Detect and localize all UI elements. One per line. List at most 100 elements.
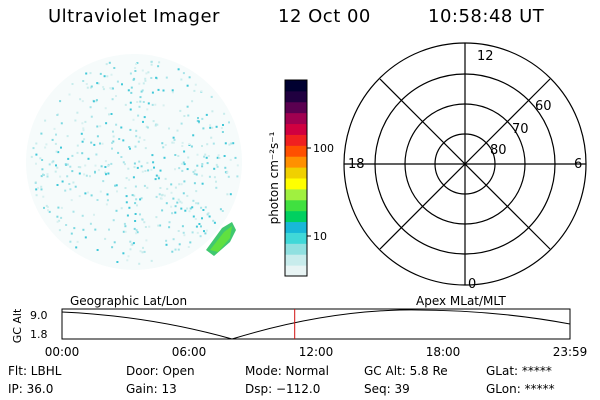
image-speckle — [59, 175, 62, 178]
image-speckle — [60, 122, 63, 125]
image-speckle — [143, 221, 146, 224]
image-speckle — [143, 184, 146, 187]
image-speckle — [155, 216, 158, 219]
image-speckle — [178, 183, 181, 186]
image-speckle — [176, 129, 179, 132]
image-speckle — [130, 86, 133, 89]
mlt-label-12: 12 — [477, 49, 494, 64]
image-speckle — [59, 100, 62, 103]
image-speckle — [66, 135, 69, 138]
image-speckle — [143, 250, 146, 253]
image-speckle — [87, 157, 90, 160]
image-speckle — [76, 111, 79, 114]
image-speckle — [113, 241, 116, 244]
image-speckle — [83, 138, 86, 141]
image-speckle — [40, 185, 43, 188]
image-speckle — [86, 86, 89, 89]
image-speckle — [107, 164, 110, 167]
image-speckle — [82, 228, 85, 231]
image-speckle — [84, 164, 87, 167]
image-speckle — [183, 115, 186, 117]
image-speckle — [138, 105, 141, 108]
image-speckle — [142, 246, 144, 249]
image-speckle — [203, 230, 205, 233]
image-speckle — [90, 85, 93, 88]
image-speckle — [129, 72, 132, 75]
timeline-x-tick-label: 00:00 — [45, 345, 80, 359]
image-speckle — [188, 143, 191, 146]
image-speckle — [172, 238, 175, 241]
image-speckle — [182, 231, 185, 234]
color-bar-segment — [285, 221, 307, 233]
image-speckle — [143, 116, 146, 119]
image-speckle — [96, 135, 99, 138]
image-speckle — [127, 89, 130, 92]
image-speckle — [142, 82, 145, 85]
image-speckle — [124, 230, 127, 233]
image-speckle — [136, 204, 138, 207]
image-speckle — [107, 172, 110, 175]
image-speckle — [205, 229, 208, 232]
image-speckle — [44, 119, 47, 122]
image-speckle — [122, 230, 125, 233]
image-speckle — [158, 61, 161, 64]
image-speckle — [122, 161, 125, 164]
image-speckle — [76, 151, 79, 154]
lat-label-70: 70 — [512, 122, 529, 137]
image-speckle — [165, 76, 168, 79]
image-speckle — [40, 132, 43, 135]
image-speckle — [124, 103, 127, 106]
image-speckle — [138, 262, 141, 265]
image-speckle — [223, 112, 226, 115]
image-speckle — [187, 246, 190, 248]
image-speckle — [93, 143, 96, 146]
image-speckle — [174, 211, 177, 214]
image-speckle — [81, 140, 84, 143]
image-speckle — [201, 163, 204, 165]
image-speckle — [141, 218, 144, 221]
image-speckle — [213, 221, 216, 224]
image-speckle — [68, 93, 71, 96]
image-speckle — [89, 222, 92, 225]
image-speckle — [102, 180, 105, 183]
image-speckle — [135, 135, 138, 138]
image-speckle — [192, 170, 195, 173]
image-speckle — [193, 89, 196, 92]
image-speckle — [105, 122, 108, 125]
image-speckle — [56, 220, 59, 223]
image-speckle — [212, 219, 215, 222]
image-speckle — [54, 142, 57, 145]
image-speckle — [134, 185, 137, 188]
image-speckle — [90, 141, 93, 144]
image-speckle — [216, 156, 219, 159]
image-speckle — [189, 241, 192, 244]
image-speckle — [174, 154, 177, 156]
image-speckle — [138, 82, 141, 85]
image-speckle — [197, 120, 200, 123]
image-speckle — [179, 200, 182, 203]
image-speckle — [184, 209, 187, 212]
image-speckle — [219, 208, 222, 211]
image-speckle — [74, 185, 77, 188]
image-speckle — [94, 228, 97, 231]
image-speckle — [68, 183, 71, 185]
image-speckle — [72, 210, 75, 213]
image-speckle — [110, 73, 113, 76]
image-speckle — [41, 159, 44, 161]
image-speckle — [58, 219, 61, 222]
image-speckle — [176, 201, 179, 204]
image-speckle — [194, 83, 197, 86]
image-speckle — [216, 165, 219, 168]
image-speckle — [115, 209, 118, 212]
image-speckle — [204, 153, 207, 156]
aurora-core — [210, 226, 232, 252]
lat-label-60: 60 — [535, 99, 552, 114]
image-speckle — [82, 80, 85, 82]
image-speckle — [230, 142, 233, 145]
image-speckle — [81, 122, 84, 125]
image-speckle — [48, 210, 51, 213]
image-speckle — [60, 206, 63, 209]
image-speckle — [45, 143, 48, 146]
image-speckle — [153, 166, 155, 169]
image-speckle — [95, 99, 98, 102]
